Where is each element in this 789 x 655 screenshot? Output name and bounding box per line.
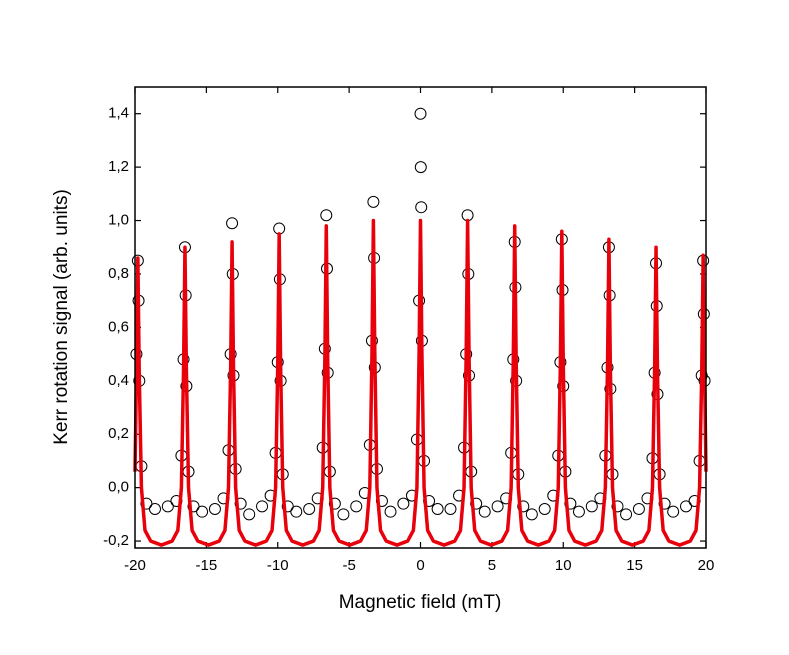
y-tick-label: 1,4 [108, 105, 129, 122]
x-tick-label: -20 [124, 557, 146, 574]
data-point [328, 497, 341, 510]
data-point [572, 505, 585, 518]
data-point [444, 503, 457, 516]
plot-frame [134, 86, 707, 549]
data-point [226, 217, 239, 230]
data-point [667, 505, 680, 518]
x-tick-label: -10 [267, 557, 289, 574]
y-tick-label: 0,0 [108, 479, 129, 496]
data-point [281, 500, 294, 513]
data-point [187, 500, 200, 513]
data-point [620, 508, 633, 521]
y-tick-label: 0,4 [108, 372, 129, 389]
data-point [658, 497, 671, 510]
data-point [303, 503, 316, 516]
data-point [337, 508, 350, 521]
data-point [564, 497, 577, 510]
y-tick-label: 1,0 [108, 212, 129, 229]
data-point [611, 500, 624, 513]
x-tick-label: 20 [698, 557, 715, 574]
x-tick-label: 0 [416, 557, 424, 574]
x-tick-label: -15 [196, 557, 218, 574]
data-point [414, 107, 427, 120]
data-point [414, 161, 427, 174]
data-point [431, 503, 444, 516]
y-tick-label: 0,6 [108, 318, 129, 335]
data-point [470, 497, 483, 510]
y-tick-label: 0,8 [108, 265, 129, 282]
data-point [478, 505, 491, 518]
data-point [140, 497, 153, 510]
data-point [680, 500, 693, 513]
data-point [148, 503, 161, 516]
data-point [525, 508, 538, 521]
data-point [161, 500, 174, 513]
data-point [397, 497, 410, 510]
x-tick-label: 10 [555, 557, 572, 574]
data-point [350, 500, 363, 513]
data-point [290, 505, 303, 518]
x-axis-label: Magnetic field (mT) [339, 592, 502, 613]
y-tick-label: -0,2 [103, 532, 129, 549]
data-point [585, 500, 598, 513]
x-tick-label: 5 [488, 557, 496, 574]
data-point [384, 505, 397, 518]
data-point [196, 505, 209, 518]
data-point [367, 195, 380, 208]
data-point [538, 503, 551, 516]
data-point [517, 500, 530, 513]
x-tick-label: 15 [626, 557, 643, 574]
y-tick-label: 0,2 [108, 425, 129, 442]
y-axis-label: Kerr rotation signal (arb. units) [51, 189, 72, 445]
data-point [491, 500, 504, 513]
y-tick-label: 1,2 [108, 158, 129, 175]
data-point [256, 500, 269, 513]
x-tick-label: -5 [342, 557, 355, 574]
fit-line [133, 218, 708, 547]
data-point [415, 201, 428, 214]
data-point [208, 503, 221, 516]
data-point [320, 209, 333, 222]
data-point [234, 497, 247, 510]
data-point [243, 508, 256, 521]
data-point [632, 503, 645, 516]
